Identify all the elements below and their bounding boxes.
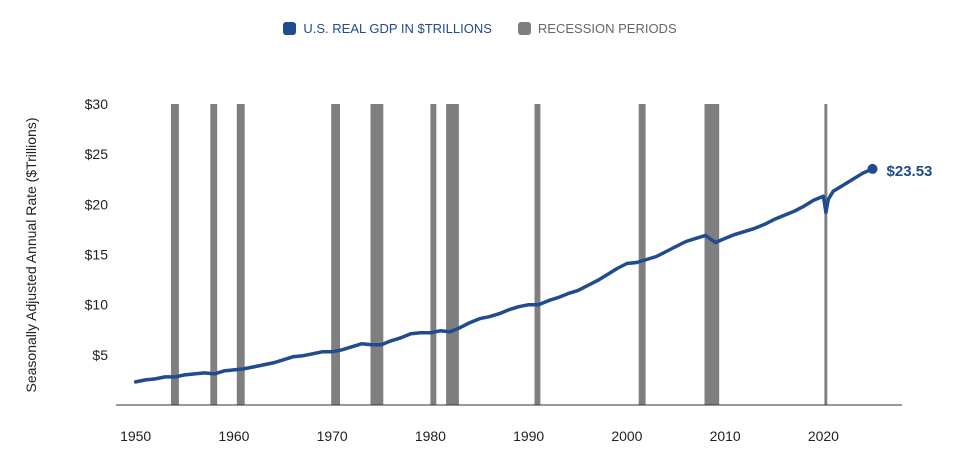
gdp-line-0 bbox=[133, 167, 875, 384]
recession-bar-7 bbox=[534, 104, 541, 405]
x-tick-label: 2010 bbox=[710, 428, 741, 444]
y-tick-label: $10 bbox=[85, 297, 109, 313]
y-tick-label: $15 bbox=[85, 247, 109, 263]
x-tick-label: 2000 bbox=[611, 428, 642, 444]
recession-bar-2 bbox=[236, 104, 245, 405]
gdp-series: $23.53 bbox=[133, 163, 933, 384]
x-tick-label: 1960 bbox=[218, 428, 249, 444]
y-tick-label: $5 bbox=[92, 347, 108, 363]
recession-bar-4 bbox=[370, 104, 384, 405]
x-tick-label: 1950 bbox=[120, 428, 151, 444]
legend-label-recession: RECESSION PERIODS bbox=[537, 21, 677, 36]
x-tick-label: 1990 bbox=[513, 428, 544, 444]
y-tick-label: $20 bbox=[85, 196, 109, 212]
legend-item-gdp[interactable]: U.S. REAL GDP IN $TRILLIONS bbox=[283, 21, 492, 36]
y-tick-label: $30 bbox=[85, 96, 109, 112]
recession-bar-3 bbox=[331, 104, 340, 405]
legend-label-gdp: U.S. REAL GDP IN $TRILLIONS bbox=[303, 21, 492, 36]
recession-bar-6 bbox=[446, 104, 459, 405]
recession-bar-5 bbox=[430, 104, 437, 405]
x-tick-label: 1980 bbox=[415, 428, 446, 444]
x-tick-label: 2020 bbox=[808, 428, 839, 444]
legend-item-recession[interactable]: RECESSION PERIODS bbox=[517, 21, 677, 36]
recession-bar-8 bbox=[638, 104, 646, 405]
recession-bar-10 bbox=[824, 104, 828, 405]
recession-bar-9 bbox=[704, 104, 720, 405]
recession-bar-0 bbox=[171, 104, 179, 405]
y-tick-label: $25 bbox=[85, 146, 109, 162]
end-point-marker[interactable] bbox=[867, 163, 878, 174]
legend-swatch-recession bbox=[517, 22, 531, 35]
axes: 1950 1960 1970 1980 1990 2000 2010 2020 $5 $10 $15… bbox=[85, 96, 902, 444]
y-axis-label: Seasonally Adjusted Annual Rate ($Trilli… bbox=[23, 118, 39, 393]
x-tick-label: 1970 bbox=[317, 428, 348, 444]
end-value-label: $23.53 bbox=[887, 163, 933, 180]
recession-bars bbox=[171, 104, 828, 405]
legend-swatch-gdp bbox=[283, 22, 297, 35]
recession-bar-1 bbox=[210, 104, 218, 405]
legend: U.S. REAL GDP IN $TRILLIONS RECESSION PE… bbox=[0, 21, 960, 36]
